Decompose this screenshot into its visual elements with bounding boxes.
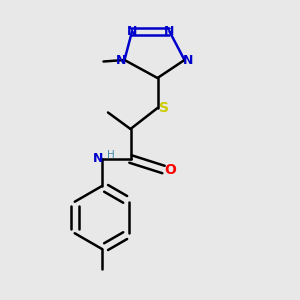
Text: N: N <box>183 53 194 67</box>
Text: N: N <box>164 25 175 38</box>
Text: N: N <box>93 152 104 166</box>
Text: N: N <box>116 53 126 67</box>
Text: N: N <box>127 25 137 38</box>
Text: H: H <box>106 149 114 160</box>
Text: S: S <box>159 101 169 115</box>
Text: O: O <box>164 163 176 176</box>
